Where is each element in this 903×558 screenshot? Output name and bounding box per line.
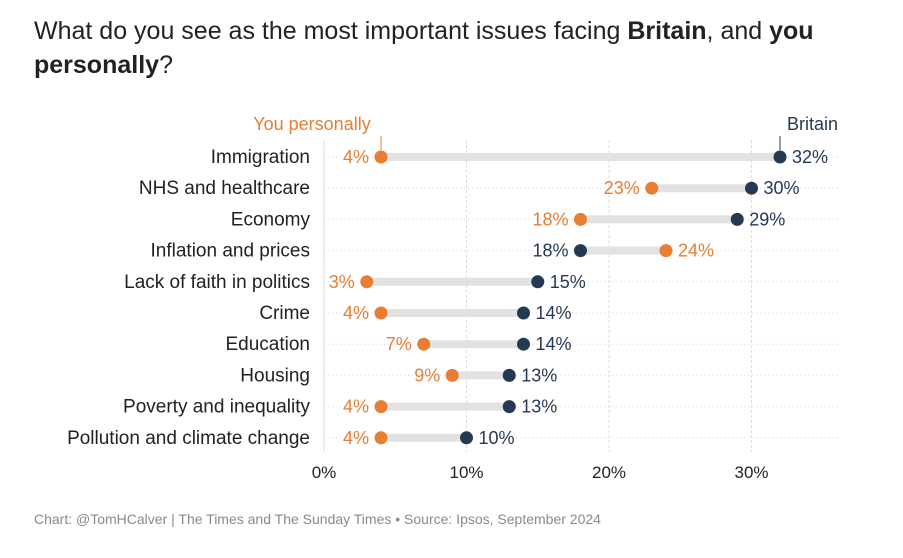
x-tick-label: 30% (734, 463, 768, 482)
category-label: Housing (240, 365, 310, 386)
dot-you-personally (374, 400, 388, 414)
x-tick-label: 10% (449, 463, 483, 482)
dot-you-personally (374, 150, 388, 164)
dot-you-personally (374, 431, 388, 445)
dot-you-personally (417, 337, 431, 351)
value-label-britain: 13% (521, 365, 557, 385)
value-label-you-personally: 7% (386, 334, 412, 354)
dot-you-personally (360, 275, 374, 289)
dot-britain (730, 212, 744, 226)
title-britain: Britain (627, 17, 707, 45)
dot-you-personally (374, 306, 388, 320)
dot-britain (502, 368, 516, 382)
legend-britain: Britain (787, 114, 838, 134)
value-label-you-personally: 4% (343, 303, 369, 323)
dot-you-personally (659, 244, 673, 258)
dot-britain (745, 181, 758, 195)
dot-you-personally (574, 212, 587, 226)
chart-source-footer: Chart: @TomHCalver | The Times and The S… (34, 511, 601, 527)
value-label-britain: 15% (550, 272, 586, 292)
category-label: Pollution and climate change (67, 428, 310, 449)
value-label-you-personally: 3% (329, 272, 355, 292)
value-label-you-personally: 23% (604, 178, 640, 198)
dot-britain (517, 337, 530, 351)
value-label-you-personally: 9% (414, 365, 440, 385)
dot-britain (531, 275, 545, 289)
dot-britain (517, 306, 530, 320)
title-you-personally: you personally (34, 17, 814, 79)
value-label-britain: 14% (536, 334, 572, 354)
value-label-britain: 32% (792, 147, 828, 167)
dot-britain (773, 150, 787, 164)
value-label-you-personally: 24% (678, 241, 714, 261)
category-label: Education (225, 334, 310, 355)
value-label-you-personally: 18% (532, 209, 568, 229)
x-tick-label: 20% (592, 463, 626, 482)
dot-britain (574, 244, 587, 258)
value-label-you-personally: 4% (343, 147, 369, 167)
category-label: NHS and healthcare (139, 178, 310, 199)
x-tick-label: 0% (312, 463, 337, 482)
value-label-britain: 30% (764, 178, 800, 198)
category-label: Crime (259, 303, 310, 324)
value-label-britain: 29% (749, 209, 785, 229)
value-label-you-personally: 4% (343, 397, 369, 417)
dot-you-personally (445, 368, 459, 382)
category-label: Lack of faith in politics (124, 272, 310, 293)
chart-title: What do you see as the most important is… (34, 17, 814, 79)
category-label: Immigration (211, 147, 310, 168)
category-label: Inflation and prices (151, 241, 311, 262)
category-label: Economy (231, 209, 311, 230)
legend-you-personally: You personally (253, 114, 370, 134)
value-label-britain: 13% (521, 397, 557, 417)
value-label-britain: 14% (536, 303, 572, 323)
value-label-you-personally: 4% (343, 428, 369, 448)
value-label-britain: 18% (532, 241, 568, 261)
dot-britain (460, 431, 473, 445)
dot-you-personally (645, 181, 659, 195)
value-label-britain: 10% (479, 428, 515, 448)
category-label: Poverty and inequality (123, 397, 310, 418)
dot-britain (502, 400, 516, 414)
